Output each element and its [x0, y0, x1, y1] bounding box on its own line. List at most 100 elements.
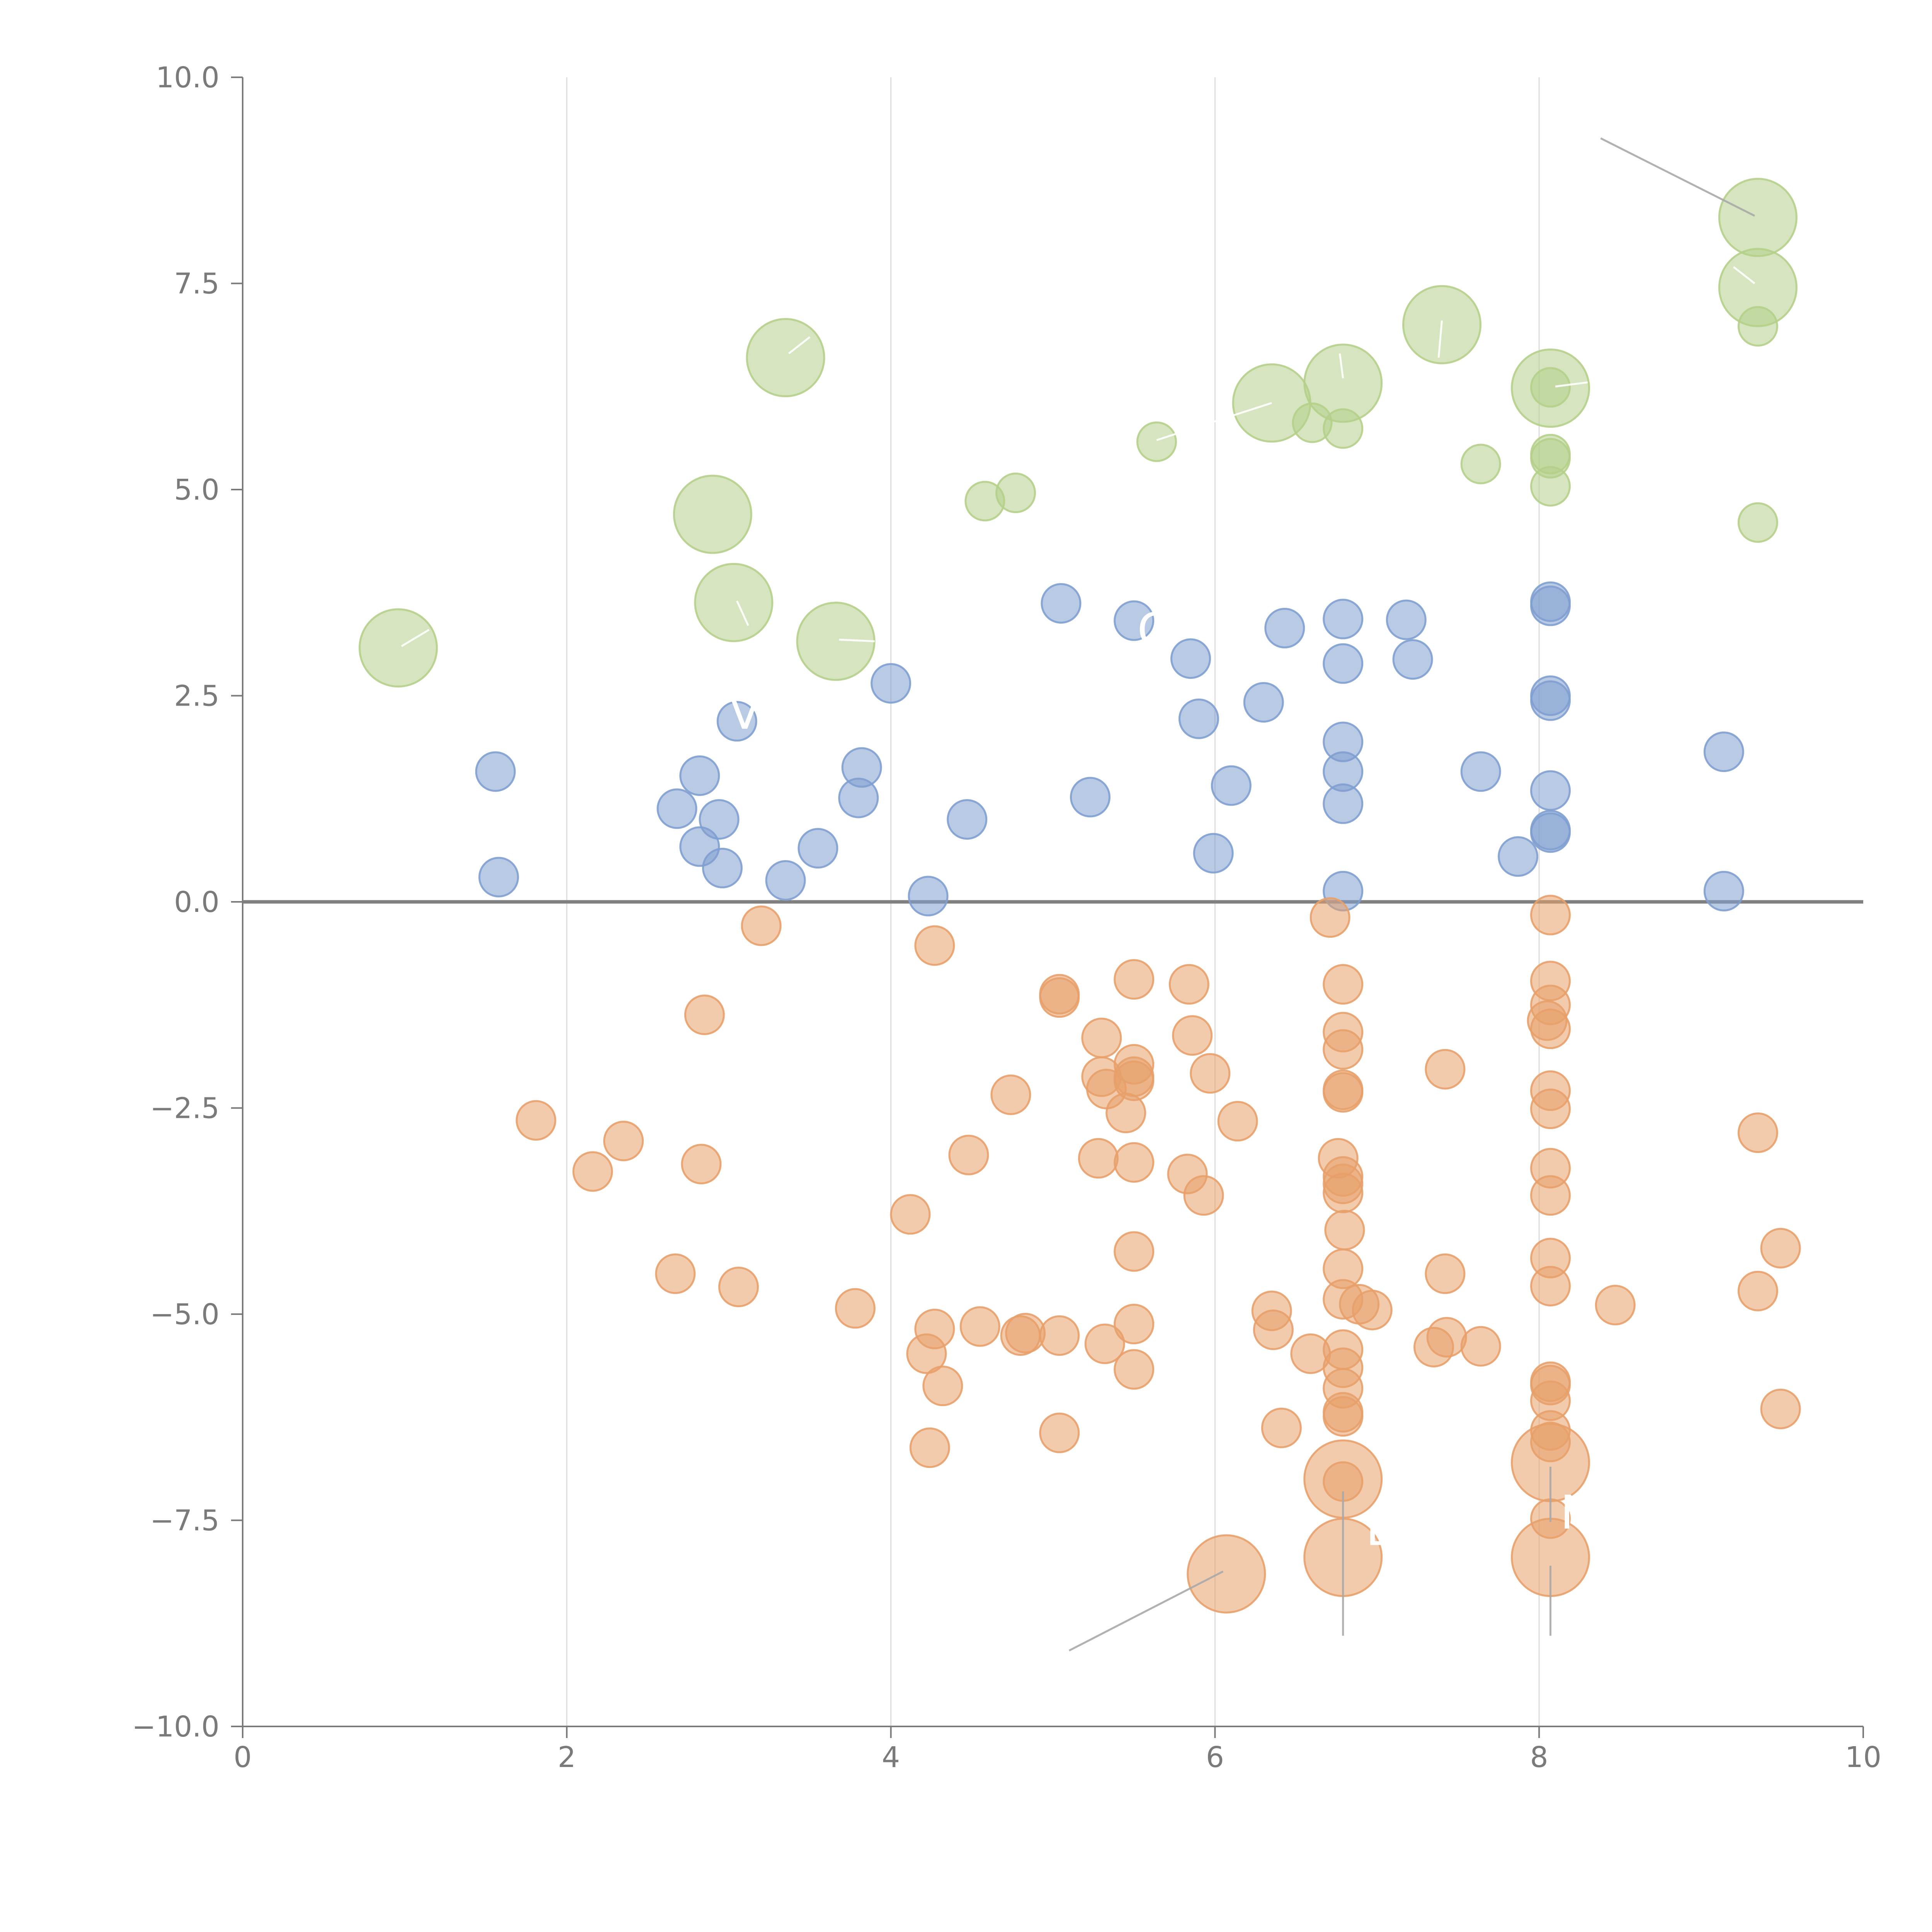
data-point-orange	[1114, 1304, 1155, 1345]
annotation-label: E	[1366, 1503, 1395, 1556]
data-point-orange	[1253, 1310, 1294, 1350]
data-point-blue	[1178, 698, 1219, 739]
data-point-blue	[475, 751, 516, 792]
data-point-orange	[1530, 1088, 1571, 1129]
data-point-blue	[1170, 638, 1211, 679]
x-tick-label: 6	[1206, 1741, 1224, 1774]
data-point-orange	[1323, 1072, 1364, 1113]
data-point-green	[1737, 306, 1778, 347]
data-point-orange	[835, 1288, 876, 1329]
data-point-blue	[1041, 583, 1082, 624]
data-point-orange	[1530, 1175, 1571, 1216]
data-point-orange	[1084, 1323, 1125, 1364]
y-tick-label: 10.0	[156, 61, 219, 94]
leader-line	[788, 336, 811, 354]
leader-line	[1555, 381, 1588, 388]
data-point-orange	[1737, 1270, 1778, 1311]
data-point-blue	[679, 755, 720, 796]
leader-line	[1156, 402, 1272, 441]
data-point-green	[673, 474, 752, 554]
data-point-orange	[741, 905, 782, 946]
data-point-blue	[1264, 608, 1305, 649]
data-point-orange	[922, 1366, 963, 1406]
data-point-orange	[1187, 1534, 1266, 1614]
data-point-orange	[1081, 1017, 1122, 1058]
data-point-orange	[1530, 1265, 1571, 1306]
data-point-orange	[1425, 1253, 1466, 1294]
data-point-green	[1737, 502, 1778, 543]
data-point-orange	[1039, 1412, 1080, 1453]
data-point-orange	[1323, 1396, 1364, 1437]
x-tick-label: 2	[558, 1741, 576, 1774]
leader-lines	[401, 137, 1755, 1651]
leader-line	[1338, 353, 1344, 379]
x-tick-label: 4	[882, 1741, 900, 1774]
data-point-orange	[603, 1121, 644, 1162]
data-point-blue	[699, 799, 740, 840]
data-point-blue	[1460, 751, 1501, 792]
data-point-blue	[841, 747, 882, 788]
data-point-orange	[948, 1134, 989, 1175]
data-point-orange	[1426, 1317, 1467, 1358]
data-point-green	[1530, 466, 1571, 507]
data-point-orange	[718, 1267, 759, 1308]
data-point-green	[359, 608, 438, 688]
y-tick-label: −10.0	[132, 1710, 219, 1743]
y-tick-label: 0.0	[174, 886, 219, 919]
data-point-blue	[1211, 765, 1252, 806]
data-point-orange	[1530, 895, 1571, 935]
data-point-orange	[1595, 1285, 1636, 1326]
y-tick-label: 7.5	[174, 267, 219, 301]
data-point-blue	[1530, 585, 1571, 626]
data-point-blue	[1243, 682, 1284, 723]
data-point-blue	[871, 663, 912, 704]
data-point-blue	[1703, 731, 1744, 772]
y-tick-label: −5.0	[150, 1298, 219, 1331]
data-point-blue	[1323, 643, 1364, 684]
data-point-orange	[1039, 1315, 1080, 1356]
y-tick-label: 2.5	[174, 680, 219, 713]
data-point-blue	[1193, 833, 1234, 874]
annotation-label: N	[1560, 1486, 1595, 1540]
data-point-green	[995, 473, 1036, 514]
y-tick-label: −2.5	[150, 1092, 219, 1125]
data-point-blue	[1530, 812, 1571, 853]
y-tick-label: 5.0	[174, 473, 219, 507]
data-point-green	[1323, 408, 1364, 449]
x-tick-label: 0	[233, 1741, 252, 1774]
data-point-orange	[1323, 964, 1364, 1005]
data-point-orange	[681, 1144, 722, 1185]
data-point-blue	[702, 848, 743, 889]
data-point-orange	[1217, 1101, 1258, 1142]
data-point-blue	[908, 876, 949, 917]
data-point-green	[1136, 421, 1177, 462]
leader-line	[401, 629, 430, 647]
leader-line	[1068, 1570, 1224, 1651]
data-point-orange	[1261, 1407, 1302, 1448]
data-point-orange	[990, 1074, 1031, 1115]
data-point-green	[1718, 178, 1798, 257]
data-point-orange	[572, 1151, 613, 1192]
data-points	[359, 178, 1801, 1614]
data-point-blue	[656, 788, 697, 829]
data-point-blue	[1392, 639, 1433, 680]
data-point-green	[694, 563, 774, 642]
leader-line	[1733, 266, 1755, 284]
data-point-blue	[765, 860, 806, 901]
data-point-blue	[1530, 680, 1571, 721]
data-point-orange	[684, 994, 725, 1035]
data-point-orange	[1078, 1138, 1119, 1179]
y-tick-label: −7.5	[150, 1504, 219, 1537]
data-point-orange	[1114, 1231, 1155, 1272]
data-point-orange	[1190, 1053, 1231, 1094]
data-point-orange	[1005, 1313, 1046, 1354]
leader-line	[839, 638, 875, 643]
data-point-orange	[1323, 1172, 1364, 1213]
data-point-orange	[1530, 1009, 1571, 1049]
data-point-orange	[1760, 1228, 1801, 1269]
data-point-blue	[947, 799, 988, 840]
data-point-green	[1460, 444, 1501, 485]
data-point-orange	[1323, 1029, 1364, 1070]
data-point-orange	[914, 925, 955, 966]
